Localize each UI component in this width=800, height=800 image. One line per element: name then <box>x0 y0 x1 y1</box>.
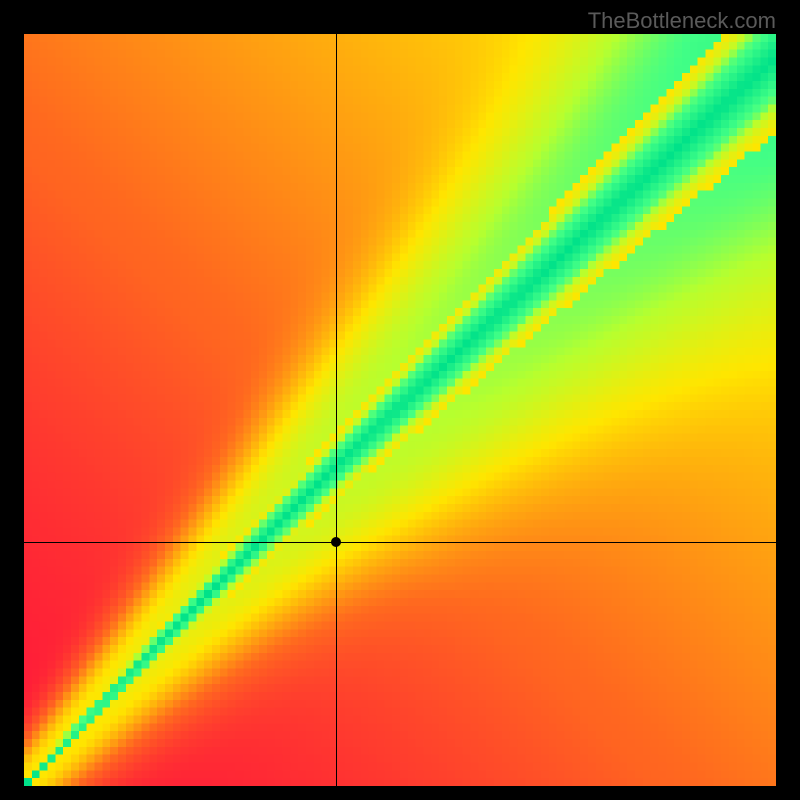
heatmap-plot <box>24 34 776 786</box>
crosshair-vertical <box>336 34 337 786</box>
heatmap-canvas <box>24 34 776 786</box>
crosshair-horizontal <box>24 542 776 543</box>
watermark-text: TheBottleneck.com <box>588 8 776 34</box>
marker-dot <box>331 537 341 547</box>
